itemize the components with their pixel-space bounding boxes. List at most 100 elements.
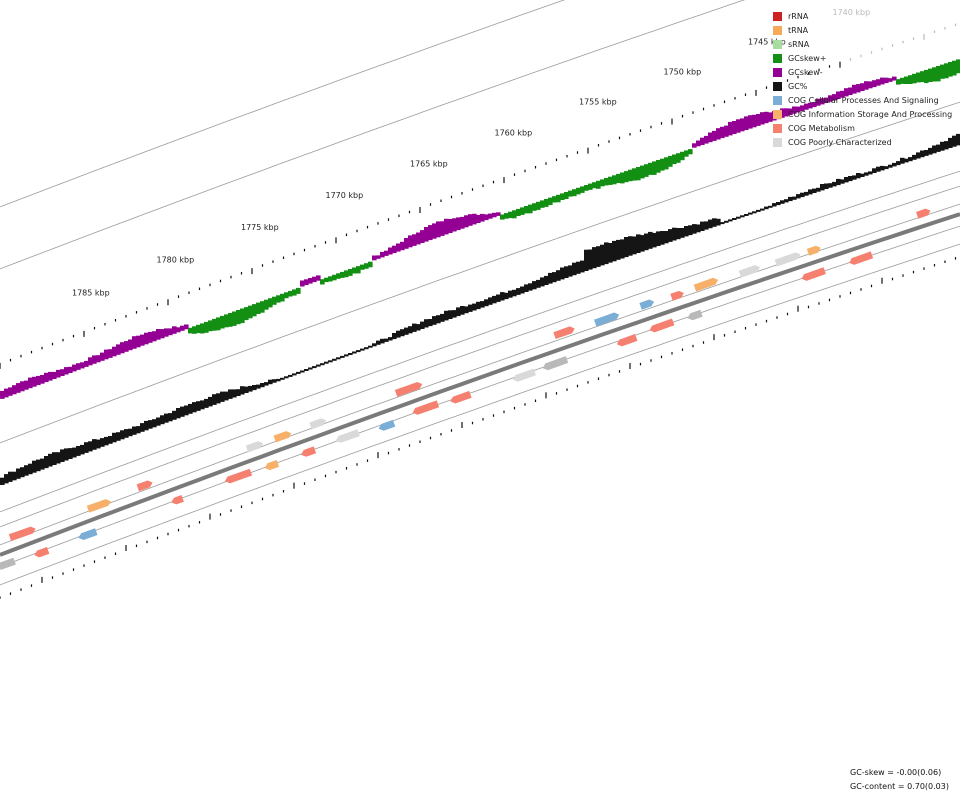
- gc-skew-bar: [332, 274, 337, 281]
- scale-label: 1780 kbp: [157, 256, 195, 265]
- gc-skew-bar: [916, 72, 921, 83]
- gc-skew-bar: [56, 369, 61, 378]
- gc-skew-bar: [440, 221, 445, 236]
- gc-skew-bar: [904, 76, 909, 84]
- legend-item-cog-information: COG Information Storage And Processing: [773, 107, 952, 121]
- gc-skew-bar: [936, 66, 941, 82]
- gc-content-bar: [860, 173, 865, 177]
- gc-skew-bar: [528, 204, 533, 214]
- gc-skew-bar: [668, 155, 673, 167]
- gc-skew-bar: [912, 73, 917, 84]
- gc-content-bar: [292, 373, 297, 376]
- gc-content-bar: [148, 420, 153, 429]
- gc-content-bar: [656, 231, 661, 246]
- gene-arrow: [774, 252, 801, 267]
- gc-skew-bar: [784, 108, 789, 117]
- gc-content-bar: [124, 429, 129, 438]
- gc-content-bar: [72, 447, 77, 458]
- gc-content-bar: [560, 267, 565, 280]
- gc-skew-bar: [12, 385, 17, 395]
- gc-content-bar: [740, 215, 745, 218]
- gc-content-bar: [12, 471, 17, 481]
- gc-content-bar: [452, 310, 457, 318]
- gene-arrow: [553, 326, 575, 339]
- legend-label: GCskew-: [788, 67, 823, 77]
- gene-features: [0, 208, 931, 570]
- gc-skew-bar: [840, 90, 845, 98]
- gene-arrow: [801, 267, 826, 281]
- scale-label: 1745 kbp: [748, 38, 786, 47]
- gc-content-bar: [492, 295, 497, 304]
- legend-item-rrna: rRNA: [773, 9, 952, 23]
- gc-skew-bar: [824, 97, 829, 103]
- stats-panel: GC-skew = -0.00(0.06) GC-content = 0.70(…: [850, 766, 949, 794]
- gc-skew-bar: [536, 201, 541, 210]
- gc-content-bar: [180, 406, 185, 417]
- gc-content-bar: [600, 244, 605, 266]
- gc-skew-bar: [344, 270, 349, 278]
- gene-arrow: [594, 312, 620, 327]
- gc-skew-bar: [372, 255, 377, 261]
- gc-skew-bar: [652, 161, 657, 175]
- gc-skew-bar: [940, 64, 945, 79]
- legend-swatch: [773, 39, 782, 49]
- gc-skew-bar: [248, 305, 253, 319]
- gc-skew-bar: [476, 214, 481, 223]
- track-guide-line: [0, 185, 960, 528]
- gc-content-bar: [812, 188, 817, 193]
- gc-content-bar: [76, 446, 81, 456]
- gc-skew-bar: [696, 140, 701, 147]
- gc-content-bar: [516, 288, 521, 295]
- gc-content-bar: [620, 239, 625, 259]
- gc-skew-bar: [728, 121, 733, 136]
- gc-content-bar: [288, 374, 293, 377]
- gc-content-bar: [160, 415, 165, 425]
- gc-content-bar: [396, 330, 401, 338]
- gc-skew-bar: [608, 176, 613, 185]
- gc-content-bar: [876, 166, 881, 172]
- gc-content-bar: [744, 214, 749, 216]
- scale-label: 1770 kbp: [326, 191, 364, 200]
- gc-skew-bar: [184, 324, 189, 330]
- gc-skew-bar: [88, 357, 93, 366]
- gc-skew-bar: [44, 372, 49, 383]
- scale-label: 1765 kbp: [410, 160, 448, 169]
- gc-content-bar: [676, 228, 681, 240]
- gc-skew-bar: [348, 269, 353, 276]
- gc-skew-bar: [836, 91, 841, 99]
- gc-content-bar: [500, 292, 505, 301]
- gc-content-bar: [84, 442, 89, 453]
- gc-skew-bar: [132, 336, 137, 349]
- gc-skew-bar: [792, 106, 797, 114]
- gc-content-bar: [32, 460, 37, 473]
- gc-skew-bar: [280, 293, 285, 302]
- gc-content-bar: [244, 386, 249, 393]
- gc-content-bar: [112, 432, 117, 443]
- gc-content-bar: [80, 444, 85, 455]
- gc-skew-bar: [820, 98, 825, 105]
- gc-skew-bar: [488, 213, 493, 219]
- gc-content-bar: [236, 389, 241, 396]
- gc-skew-bar: [340, 271, 345, 278]
- gc-content-bar: [64, 448, 69, 461]
- gene-arrow: [301, 446, 317, 457]
- gc-content-bar: [644, 233, 649, 251]
- gc-content-bar: [284, 376, 289, 379]
- gc-content-bar: [816, 187, 821, 192]
- gc-content-bar: [700, 221, 705, 231]
- gc-skew-bar: [604, 178, 609, 186]
- gc-content-bar: [496, 294, 501, 302]
- gc-skew-bar: [612, 175, 617, 185]
- gc-content-bar: [780, 200, 785, 204]
- gene-arrow: [849, 251, 874, 265]
- gene-arrow: [0, 557, 16, 570]
- gc-content-bar: [804, 191, 809, 196]
- gc-skew-bar: [96, 355, 101, 363]
- gc-content-bar: [188, 403, 193, 414]
- gc-skew-bar: [908, 75, 913, 84]
- gene-arrow: [616, 334, 638, 347]
- scale-label: 1740 kbp: [833, 8, 871, 17]
- gc-content-bar: [468, 304, 473, 312]
- legend-item-gcskew-minus: GCskew-: [773, 65, 952, 79]
- gc-skew-bar: [100, 352, 105, 361]
